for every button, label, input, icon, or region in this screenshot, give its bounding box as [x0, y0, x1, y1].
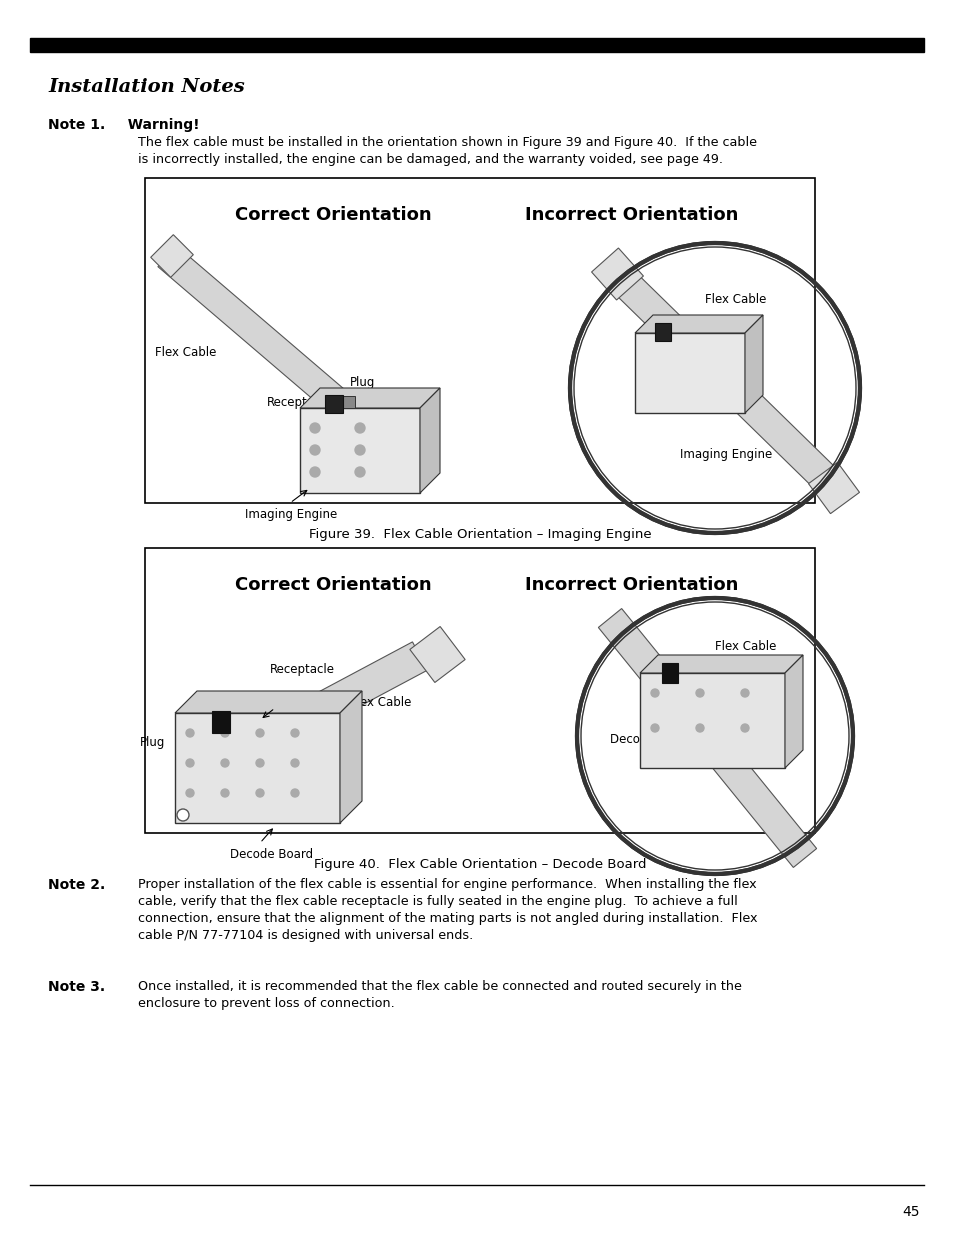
Circle shape — [177, 809, 189, 821]
Text: Flex Cable: Flex Cable — [350, 697, 411, 709]
Text: Figure 39.  Flex Cable Orientation – Imaging Engine: Figure 39. Flex Cable Orientation – Imag… — [309, 529, 651, 541]
Polygon shape — [591, 248, 642, 300]
Text: is incorrectly installed, the engine can be damaged, and the warranty voided, se: is incorrectly installed, the engine can… — [138, 153, 722, 165]
Polygon shape — [419, 388, 439, 493]
Text: Correct Orientation: Correct Orientation — [234, 576, 431, 594]
Circle shape — [186, 789, 193, 797]
Circle shape — [186, 760, 193, 767]
Circle shape — [255, 760, 264, 767]
Text: Figure 40.  Flex Cable Orientation – Decode Board: Figure 40. Flex Cable Orientation – Deco… — [314, 858, 645, 871]
Circle shape — [650, 724, 659, 732]
Text: Imaging Engine: Imaging Engine — [679, 448, 771, 461]
Polygon shape — [277, 642, 427, 742]
Polygon shape — [174, 692, 361, 713]
Text: Flex Cable: Flex Cable — [154, 346, 216, 359]
Polygon shape — [410, 626, 465, 683]
Text: 45: 45 — [902, 1205, 919, 1219]
Text: Note 3.: Note 3. — [48, 981, 105, 994]
Text: Flex Cable: Flex Cable — [704, 293, 765, 306]
Text: Receptacle: Receptacle — [270, 663, 335, 676]
Bar — [174, 713, 339, 823]
Text: Plug: Plug — [140, 736, 165, 748]
Text: Proper installation of the flex cable is essential for engine performance.  When: Proper installation of the flex cable is… — [138, 878, 756, 890]
Bar — [325, 395, 343, 412]
Polygon shape — [784, 655, 802, 768]
Text: Decode Board: Decode Board — [609, 734, 693, 746]
Text: Incorrect Orientation: Incorrect Orientation — [524, 576, 738, 594]
Text: Imaging Engine: Imaging Engine — [245, 508, 337, 521]
Text: The flex cable must be installed in the orientation shown in Figure 39 and Figur: The flex cable must be installed in the … — [138, 136, 757, 149]
Polygon shape — [158, 246, 355, 421]
Text: Flex Cable: Flex Cable — [714, 640, 776, 653]
Circle shape — [355, 467, 365, 477]
Bar — [30, 38, 923, 52]
Circle shape — [291, 760, 298, 767]
Text: Once installed, it is recommended that the flex cable be connected and routed se: Once installed, it is recommended that t… — [138, 981, 741, 993]
Polygon shape — [639, 655, 802, 673]
Text: connection, ensure that the alignment of the mating parts is not angled during i: connection, ensure that the alignment of… — [138, 911, 757, 925]
Circle shape — [255, 729, 264, 737]
Text: Plug: Plug — [350, 375, 375, 389]
Text: Warning!: Warning! — [118, 119, 199, 132]
Circle shape — [740, 689, 748, 697]
Bar — [635, 333, 744, 412]
Text: Correct Orientation: Correct Orientation — [234, 206, 431, 224]
Circle shape — [310, 424, 319, 433]
Text: Decode Board: Decode Board — [230, 848, 313, 861]
Text: Incorrect Orientation: Incorrect Orientation — [524, 206, 738, 224]
Polygon shape — [151, 235, 193, 278]
Polygon shape — [744, 315, 762, 412]
Polygon shape — [299, 388, 439, 408]
Circle shape — [291, 789, 298, 797]
Circle shape — [355, 445, 365, 454]
Circle shape — [650, 689, 659, 697]
Circle shape — [310, 445, 319, 454]
Circle shape — [221, 789, 229, 797]
Bar — [212, 711, 230, 734]
Polygon shape — [330, 396, 355, 408]
Circle shape — [186, 729, 193, 737]
Polygon shape — [339, 692, 361, 823]
Circle shape — [221, 729, 229, 737]
Polygon shape — [598, 609, 816, 867]
Circle shape — [355, 424, 365, 433]
Text: Receptacle: Receptacle — [267, 396, 332, 409]
Bar — [145, 178, 814, 503]
Circle shape — [696, 724, 703, 732]
Circle shape — [310, 467, 319, 477]
Text: cable, verify that the flex cable receptacle is fully seated in the engine plug.: cable, verify that the flex cable recept… — [138, 895, 737, 908]
Bar — [299, 408, 419, 493]
Circle shape — [740, 724, 748, 732]
Circle shape — [696, 689, 703, 697]
Bar — [655, 324, 670, 341]
Polygon shape — [635, 315, 762, 333]
Text: Installation Notes: Installation Notes — [48, 78, 245, 96]
Circle shape — [291, 729, 298, 737]
Text: cable P/N 77-77104 is designed with universal ends.: cable P/N 77-77104 is designed with univ… — [138, 929, 473, 942]
Bar — [639, 673, 784, 768]
Circle shape — [221, 760, 229, 767]
Text: enclosure to prevent loss of connection.: enclosure to prevent loss of connection. — [138, 997, 395, 1010]
Text: Note 2.: Note 2. — [48, 878, 105, 892]
Polygon shape — [807, 462, 859, 514]
Bar — [661, 663, 678, 683]
Bar — [145, 548, 814, 832]
Text: Note 1.: Note 1. — [48, 119, 105, 132]
Circle shape — [255, 789, 264, 797]
Polygon shape — [604, 262, 844, 499]
